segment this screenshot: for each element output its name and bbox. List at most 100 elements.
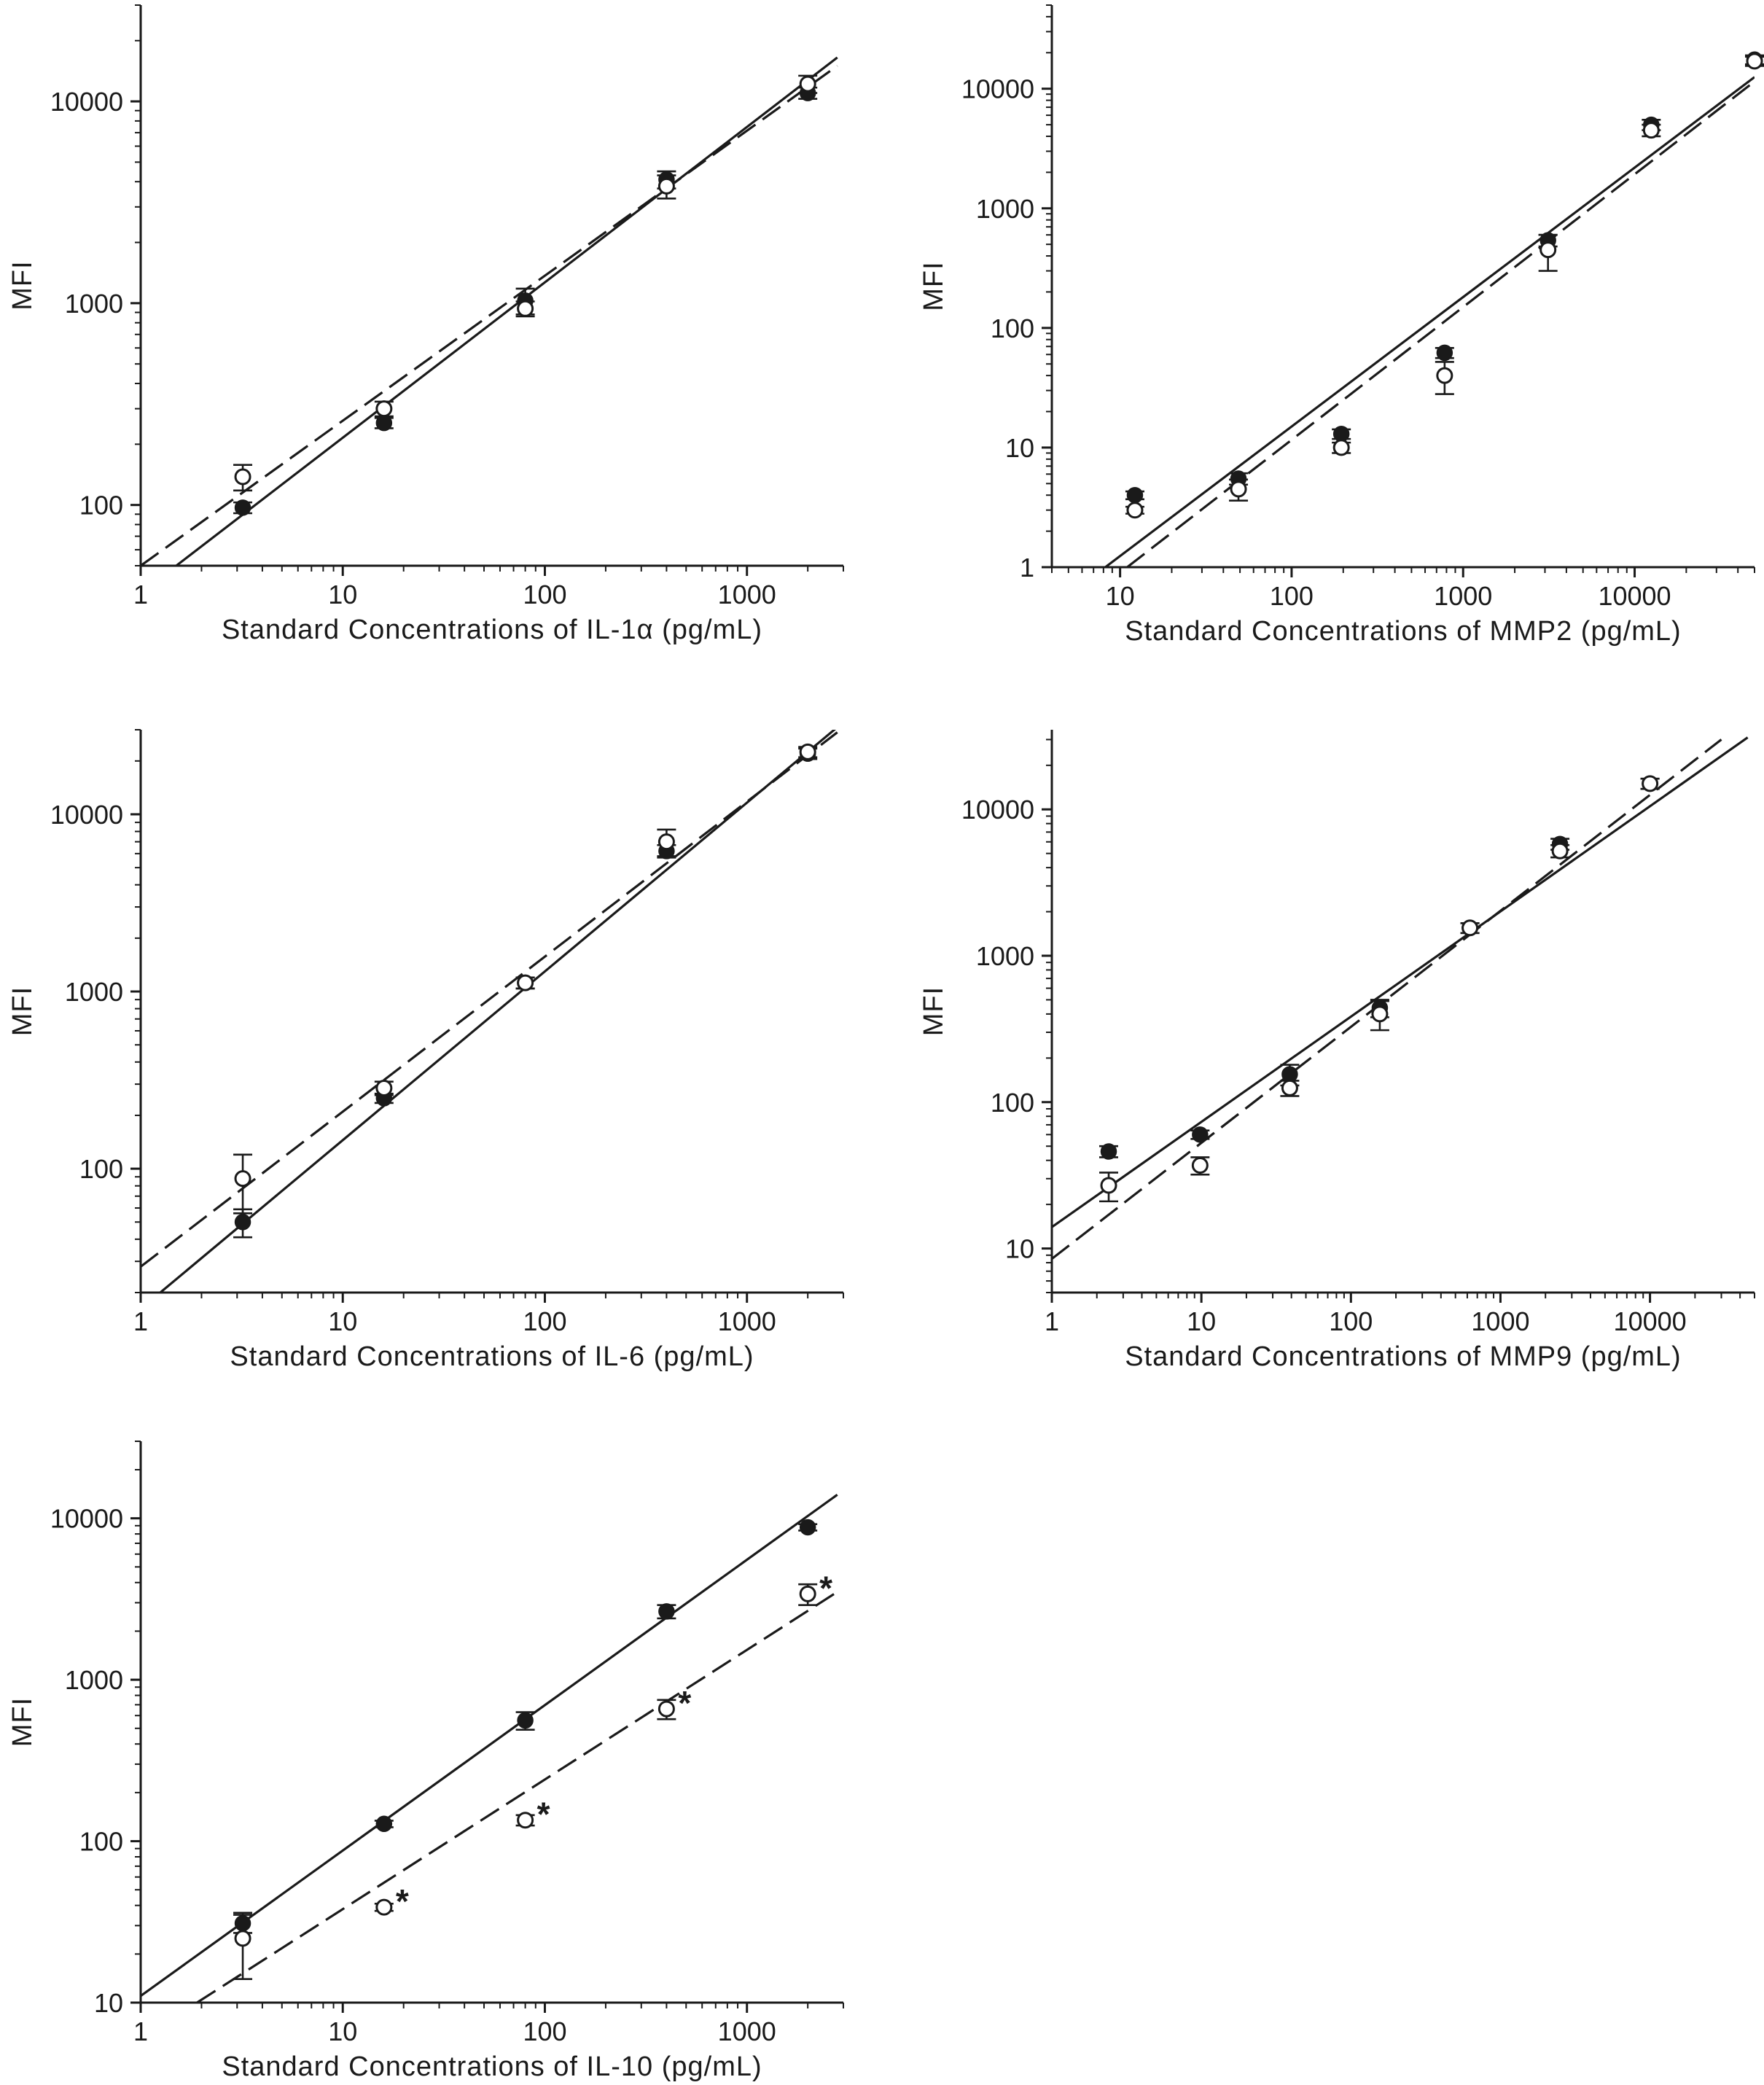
data-point-open [657,833,675,851]
fit-line-solid [159,730,837,1293]
y-tick-label: 10000 [50,800,123,830]
data-point-filled [375,414,393,432]
data-point-filled [799,1519,816,1536]
data-point-filled [658,1603,675,1620]
y-tick-label: 10 [94,1988,123,2018]
x-tick-label: 100 [523,1306,566,1336]
data-point-open [799,1585,816,1602]
data-point-filled [1100,1143,1117,1160]
y-tick-label: 10000 [961,74,1034,104]
significance-star: * [678,1684,691,1722]
x-tick-label: 10000 [1598,581,1671,611]
data-point-filled [1332,425,1350,443]
data-point-open [1642,122,1660,139]
data-point-filled [375,1815,393,1833]
x-tick-label: 10000 [1614,1306,1687,1336]
y-tick-label: 1000 [65,1665,123,1695]
y-tick-label: 1 [1020,553,1034,582]
fit-line-dashed [141,65,838,566]
y-tick-label: 100 [991,313,1034,343]
y-tick-label: 1000 [65,977,123,1007]
x-axis-title: Standard Concentrations of MMP9 (pg/mL) [1125,1341,1681,1372]
data-point-open [1746,52,1763,70]
y-tick-label: 1000 [65,289,123,319]
data-point-open [375,1898,393,1916]
data-point-open [1436,367,1453,384]
x-tick-label: 1000 [718,580,776,609]
x-tick-label: 100 [523,580,566,609]
data-point-open [1191,1156,1209,1174]
y-tick-label: 1000 [976,194,1034,224]
x-tick-label: 100 [1329,1306,1373,1336]
fit-line-solid [1104,76,1755,567]
x-axis-title: Standard Concentrations of IL-10 (pg/mL) [222,2051,762,2082]
x-tick-label: 1 [133,1306,148,1336]
x-tick-label: 1000 [718,1306,776,1336]
x-tick-label: 100 [523,2016,566,2046]
y-tick-label: 100 [79,1827,123,1857]
data-point-open [1461,919,1479,937]
data-point-open [1100,1177,1117,1194]
y-tick-label: 10 [1005,1234,1034,1264]
data-point-filled [234,1914,251,1932]
y-axis-title: MFI [918,261,949,311]
x-tick-label: 1 [133,580,148,609]
data-point-open [1539,241,1557,259]
significance-star: * [396,1882,409,1920]
data-point-open [1332,439,1350,456]
data-point-open [1230,480,1247,498]
data-point-filled [234,1214,251,1231]
x-tick-label: 1000 [1471,1306,1529,1336]
y-tick-label: 10000 [50,1504,123,1534]
significance-star: * [537,1796,550,1833]
y-tick-label: 100 [79,1154,123,1184]
data-point-open [517,300,534,317]
x-tick-label: 10 [328,1306,357,1336]
x-tick-label: 10 [1187,1306,1216,1336]
data-point-open [799,743,816,760]
y-axis-title: MFI [918,986,949,1036]
x-tick-label: 1 [133,2016,148,2046]
data-point-open [234,468,251,486]
chart-panel-il10: 1 10 100 1000 10 100 1000 10000 Standard Concent… [7,1441,844,2082]
data-point-open [375,400,393,418]
y-axis-title: MFI [7,986,38,1036]
data-point-open [234,1930,251,1947]
chart-panel-mmp9: 1 10 100 1000 10000 10 100 1000 10000 Standard Co… [918,730,1755,1372]
fit-line-dashed [1052,738,1722,1260]
x-tick-label: 1 [1045,1306,1059,1336]
data-point-open [657,1700,675,1718]
data-point-open [1371,1005,1389,1023]
data-point-open [1281,1079,1298,1096]
x-axis-title: Standard Concentrations of MMP2 (pg/mL) [1125,616,1681,647]
fit-line-dashed [141,731,838,1268]
fit-line-solid [141,1493,838,1998]
data-point-open [799,75,816,93]
y-tick-label: 1000 [976,941,1034,971]
significance-star: * [819,1569,832,1607]
data-point-filled [234,499,251,516]
data-point-filled [1126,486,1144,504]
data-point-open [234,1170,251,1188]
x-axis-title: Standard Concentrations of IL-1α (pg/mL) [222,615,762,645]
x-tick-label: 100 [1270,581,1314,611]
data-point-open [517,974,534,991]
x-axis-title: Standard Concentrations of IL-6 (pg/mL) [230,1341,754,1372]
chart-panel-il6: 1 10 100 1000 100 1000 10000 Standard Concentra… [7,729,844,1372]
y-axis-title: MFI [7,260,38,310]
data-point-open [1642,775,1659,792]
chart-panel-il1a: 1 10 100 1000 100 1000 10000 Standard Concentra… [7,4,844,645]
x-tick-label: 1000 [1434,581,1492,611]
fit-line-solid [1052,736,1749,1228]
x-tick-label: 10 [1106,581,1135,611]
fit-line-dashed [1126,80,1755,567]
x-tick-label: 1000 [718,2016,776,2046]
y-tick-label: 10 [1005,433,1034,463]
y-tick-label: 10000 [961,795,1034,825]
fit-line-solid [175,56,838,566]
data-point-filled [1436,344,1453,362]
fit-line-dashed [196,1591,838,2003]
x-tick-label: 10 [328,2016,357,2046]
data-point-open [657,177,675,195]
